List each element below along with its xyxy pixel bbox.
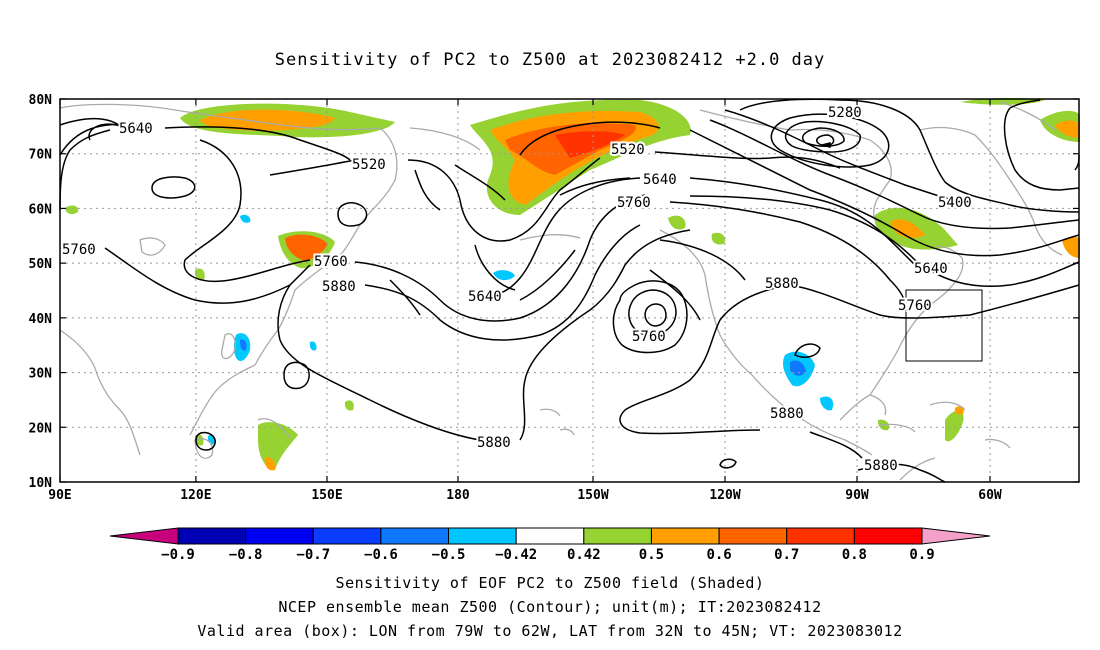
colorbar-box xyxy=(380,527,450,545)
lat-label: 30N xyxy=(29,367,53,382)
colorbar-label: −0.5 xyxy=(432,547,466,563)
contour-label: 5640 xyxy=(914,261,948,277)
valid-area-box xyxy=(905,289,983,362)
coastlines xyxy=(59,101,1063,481)
contour-label: 5520 xyxy=(352,157,386,173)
contour-label: 5880 xyxy=(322,279,356,295)
contour-label: 5760 xyxy=(632,329,666,345)
colorbar-box xyxy=(853,527,923,545)
contour-label: 5760 xyxy=(898,298,932,314)
lon-label: 90W xyxy=(845,488,869,503)
caption-valid-area: Valid area (box): LON from 79W to 62W, L… xyxy=(197,622,903,640)
colorbar-label: −0.8 xyxy=(229,547,263,563)
map-frame xyxy=(59,98,1080,483)
lon-label: 150E xyxy=(311,488,342,503)
colorbar-box xyxy=(650,527,720,545)
contour-label: 5880 xyxy=(765,276,799,292)
colorbar-label: 0.6 xyxy=(706,547,731,563)
lon-label: 150W xyxy=(577,488,608,503)
colorbar-label: −0.7 xyxy=(296,547,330,563)
contour-label: 5880 xyxy=(770,406,804,422)
contour-label: 5520 xyxy=(611,142,645,158)
lat-label: 80N xyxy=(29,93,53,108)
colorbar-box xyxy=(786,527,855,545)
colorbar-label: 0.9 xyxy=(909,547,934,563)
colorbar-box xyxy=(245,527,314,545)
colorbar-label: −0.9 xyxy=(161,547,195,563)
colorbar-box xyxy=(177,527,247,545)
colorbar-label: −0.6 xyxy=(364,547,398,563)
lon-label: 180 xyxy=(446,488,470,503)
colorbar-label: −0.42 xyxy=(495,547,537,563)
contour-label: 5880 xyxy=(864,458,898,474)
caption-contour: NCEP ensemble mean Z500 (Contour); unit(… xyxy=(278,598,822,616)
colorbar-box xyxy=(718,527,788,545)
colorbar-label: 0.5 xyxy=(639,547,664,563)
contour-label: 5640 xyxy=(119,121,153,137)
contour-label: 5280 xyxy=(828,105,862,121)
chart-title: Sensitivity of PC2 to Z500 at 2023082412… xyxy=(274,50,826,70)
contour-labels: 5640 5520 5760 5760 5880 5640 5520 5640 … xyxy=(60,103,974,476)
latitude-axis: 80N 70N 60N 50N 40N 30N 20N 10N xyxy=(29,93,1079,491)
contour-label: 5400 xyxy=(938,195,972,211)
contour-label: 5760 xyxy=(314,254,348,270)
colorbar-labels: −0.9 −0.8 −0.7 −0.6 −0.5 −0.42 0.42 0.5 0.6 0.7 0.… xyxy=(161,547,935,563)
caption-shaded: Sensitivity of EOF PC2 to Z500 field (Sh… xyxy=(335,574,765,592)
colorbar-box xyxy=(515,527,585,545)
colorbar-box xyxy=(312,527,382,545)
longitude-axis: 90E 120E 150E 180 150W 120W 90W 60W xyxy=(48,99,1002,503)
lon-label: 60W xyxy=(978,488,1002,503)
negative-sensitivity-shading xyxy=(207,214,834,445)
colorbar-label: 0.42 xyxy=(567,547,601,563)
colorbar-box xyxy=(448,527,517,545)
lat-label: 50N xyxy=(29,257,53,272)
colorbar-label: 0.8 xyxy=(842,547,867,563)
contour-label: 5880 xyxy=(477,435,511,451)
graticule xyxy=(60,99,1079,482)
lat-label: 60N xyxy=(29,202,53,217)
colorbar-arrow-low xyxy=(109,527,179,545)
contour-label: 5640 xyxy=(468,289,502,305)
lat-label: 10N xyxy=(29,476,53,491)
lat-label: 40N xyxy=(29,312,53,327)
lat-label: 20N xyxy=(29,421,53,436)
contour-label: 5760 xyxy=(617,195,651,211)
lon-label: 120W xyxy=(709,488,740,503)
lat-label: 70N xyxy=(29,148,53,163)
lon-label: 90E xyxy=(48,488,71,503)
lon-label: 120E xyxy=(180,488,211,503)
contour-label: 5640 xyxy=(643,172,677,188)
colorbar-arrow-high xyxy=(921,527,991,545)
colorbar-box xyxy=(583,527,652,545)
colorbar-label: 0.7 xyxy=(774,547,799,563)
contour-label: 5760 xyxy=(62,242,96,258)
colorbar xyxy=(109,527,991,545)
z500-contours xyxy=(59,98,1080,483)
